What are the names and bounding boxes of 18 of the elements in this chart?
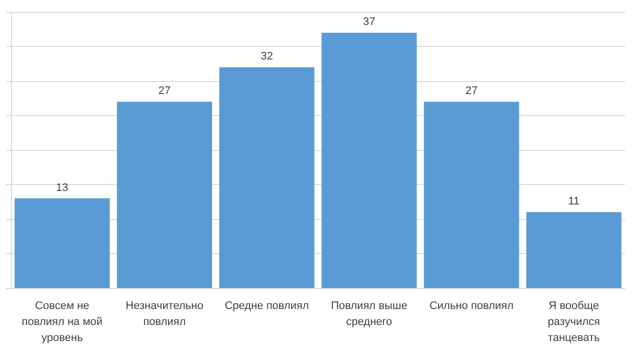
data-label: 37 [363,16,376,28]
x-tick-label: Повлиял выше среднего [331,300,408,328]
data-label: 11 [568,196,580,208]
data-label: 13 [56,182,68,194]
bar [14,198,110,288]
x-tick-label: Я вообще разучился танцевать [548,300,600,344]
x-tick-label: Незначительно повлиял [126,300,204,328]
data-label: 32 [260,50,273,63]
x-tick-label: Средне повлиял [224,300,309,312]
x-tick-label: Сильно повлиял [429,300,514,312]
bar [322,32,417,288]
bar [424,102,520,288]
bar [219,67,314,288]
bar [526,212,622,288]
data-label: 27 [158,85,171,98]
data-label: 27 [465,85,478,98]
bar [116,102,212,288]
x-tick-label: Совсем не повлиял на мой уровень [22,300,103,344]
